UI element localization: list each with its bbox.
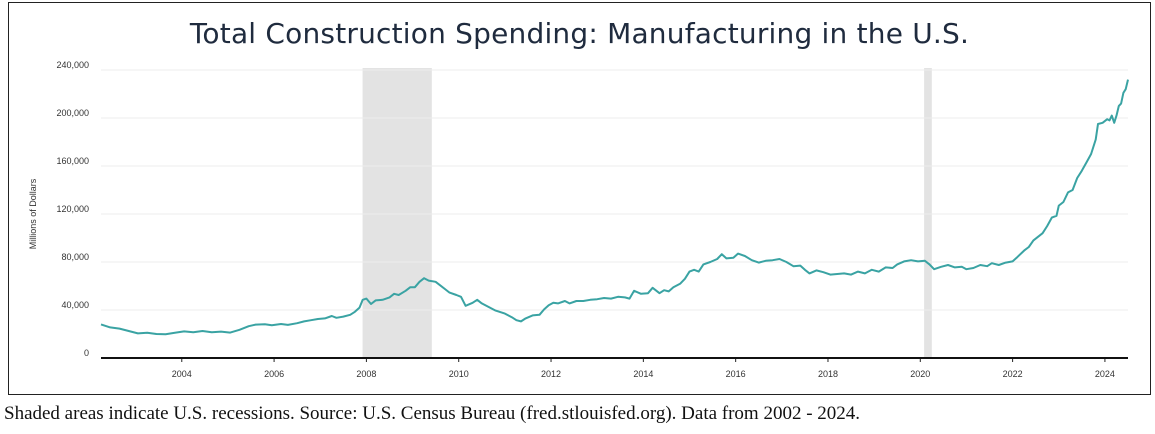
chart-title: Total Construction Spending: Manufacturi…	[189, 17, 970, 50]
x-tick-label-8: 2020	[910, 369, 930, 379]
x-tick-label-2: 2008	[356, 369, 376, 379]
x-tick-label-4: 2012	[541, 369, 561, 379]
y-tick-label-4: 160,000	[56, 156, 89, 166]
x-tick-label-6: 2016	[726, 369, 746, 379]
y-tick-label-0: 0	[84, 348, 89, 358]
x-tick-label-0: 2004	[172, 369, 192, 379]
chart-frame: Total Construction Spending: Manufacturi…	[8, 2, 1151, 395]
x-tick-label-3: 2010	[449, 369, 469, 379]
x-tick-label-5: 2014	[633, 369, 653, 379]
recession-band-2	[924, 68, 932, 358]
x-tick-label-10: 2024	[1095, 369, 1115, 379]
x-tick-label-1: 2006	[264, 369, 284, 379]
recession-band-1	[362, 68, 432, 358]
y-tick-label-3: 120,000	[56, 204, 89, 214]
y-tick-label-6: 240,000	[56, 60, 89, 70]
y-tick-label-5: 200,000	[56, 108, 89, 118]
chart-plot-area: 0 40,000 80,000 120,000 160,000 200,000 240,00…	[28, 60, 1129, 379]
chart-caption: Shaded areas indicate U.S. recessions. S…	[4, 403, 861, 424]
y-tick-label-1: 40,000	[61, 300, 89, 310]
y-axis-label: Millions of Dollars	[28, 178, 38, 249]
y-tick-label-2: 80,000	[61, 252, 89, 262]
x-tick-label-7: 2018	[818, 369, 838, 379]
series-line-manufacturing	[100, 79, 1129, 336]
x-tick-label-9: 2022	[1003, 369, 1023, 379]
